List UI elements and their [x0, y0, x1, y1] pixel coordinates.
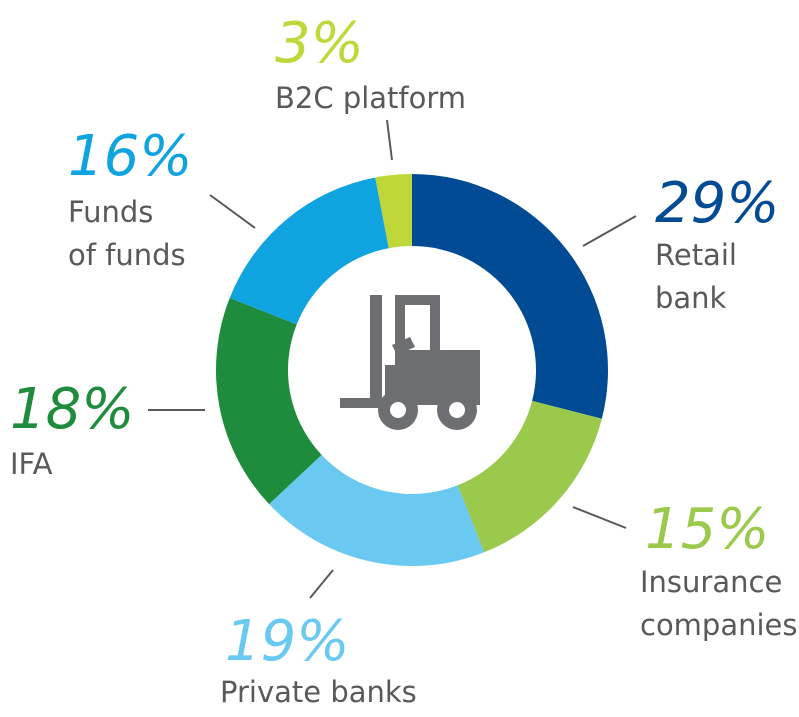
value-label: 15%: [645, 497, 769, 562]
category-line: Private banks: [220, 675, 417, 709]
forklift-mast: [370, 295, 382, 400]
leader-line: [386, 119, 393, 161]
leader-line: [572, 506, 627, 529]
forklift-forks: [340, 398, 382, 408]
forklift-body: [385, 295, 480, 405]
category-label: B2C platform: [275, 81, 466, 115]
donut-segment: [457, 400, 602, 553]
value-label: 19%: [225, 609, 349, 674]
donut-segment: [216, 297, 322, 505]
category-line: Insurance: [640, 565, 782, 599]
category-line: bank: [655, 281, 727, 315]
donut-segment: [412, 174, 608, 419]
leader-line: [582, 215, 637, 247]
category-line: B2C platform: [275, 81, 466, 115]
leader-line: [309, 569, 334, 599]
value-label: 3%: [275, 11, 364, 76]
donut-segment: [269, 454, 485, 566]
forklift-hub: [390, 402, 406, 418]
forklift-icon: [340, 295, 480, 430]
forklift-hub: [449, 402, 465, 418]
donut-segment: [375, 174, 412, 249]
value-label: 29%: [655, 171, 779, 236]
category-line: companies: [640, 608, 798, 642]
category-line: Funds: [68, 195, 153, 229]
forklift-wheel-steer: [392, 337, 415, 355]
category-label: Funds of funds: [68, 195, 186, 272]
leader-line: [209, 194, 256, 229]
value-label: 18%: [10, 377, 134, 442]
value-label: 16%: [68, 124, 192, 189]
category-line: of funds: [68, 238, 186, 272]
category-line: IFA: [10, 447, 53, 481]
category-line: Retail: [655, 238, 737, 272]
donut-segment: [229, 177, 389, 325]
category-label: Insurance companies: [640, 565, 798, 642]
category-label: Private banks: [220, 675, 417, 709]
category-label: IFA: [10, 447, 53, 481]
category-label: Retail bank: [655, 238, 737, 315]
